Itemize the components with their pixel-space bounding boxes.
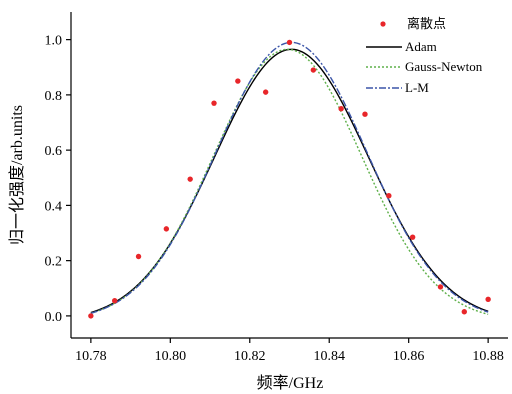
legend-label-adam: Adam [405, 39, 437, 54]
data-point [163, 226, 170, 232]
data-point [386, 193, 392, 199]
x-tick-label: 10.86 [393, 349, 425, 364]
legend-label-lm: L-M [405, 80, 429, 95]
x-tick-label: 10.84 [313, 349, 345, 364]
legend-label-points: 离散点 [407, 16, 446, 31]
y-tick-label: 0.8 [45, 89, 63, 104]
data-point [135, 253, 142, 260]
data-point [310, 67, 317, 73]
data-point [235, 78, 241, 84]
data-point [437, 284, 444, 290]
data-point [187, 176, 193, 182]
data-point [112, 298, 118, 304]
plot-frame [70, 12, 508, 339]
data-point [485, 296, 491, 303]
y-tick-label: 1.0 [45, 34, 63, 49]
series-lines [90, 41, 489, 316]
data-point [211, 100, 217, 106]
x-ticks: 10.78 10.80 10.82 10.84 10.86 10.88 [75, 338, 504, 364]
x-tick-label: 10.82 [234, 349, 266, 364]
data-point [262, 89, 269, 95]
data-point [461, 309, 467, 315]
y-axis-label: 归一化强度/arb.units [8, 105, 26, 245]
data-point [88, 313, 94, 319]
y-tick-label: 0.0 [45, 310, 63, 325]
x-tick-label: 10.88 [472, 349, 504, 364]
x-tick-label: 10.80 [155, 349, 187, 364]
y-tick-label: 0.2 [45, 255, 63, 270]
x-axis-label: 频率/GHz [257, 374, 324, 392]
x-tick-label: 10.78 [75, 349, 107, 364]
data-point [338, 105, 344, 112]
series-line-l-m [90, 41, 489, 314]
y-tick-label: 0.6 [45, 144, 63, 159]
y-ticks: 0.0 0.2 0.4 0.6 0.8 1.0 [45, 34, 71, 325]
y-tick-label: 0.4 [45, 199, 63, 214]
data-point [409, 234, 416, 240]
legend-marker-points [380, 21, 386, 27]
legend: 离散点 Adam Gauss-Newton L-M [366, 16, 483, 95]
data-point [286, 39, 293, 46]
legend-label-gauss-newton: Gauss-Newton [405, 59, 483, 74]
data-point [362, 111, 368, 117]
series-points [88, 39, 491, 319]
